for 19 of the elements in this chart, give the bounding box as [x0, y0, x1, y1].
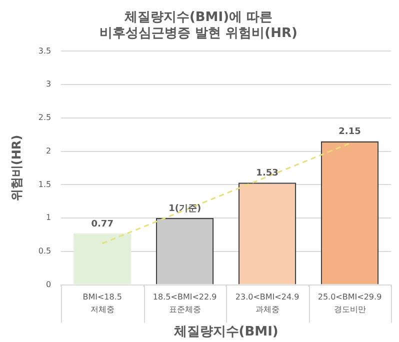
data-label: 2.15 [338, 127, 361, 138]
data-label: 1(기준) [168, 204, 202, 214]
chart-title: 체질량지수(BMI)에 따른 비후성심근병증 발현 위험비(HR) [100, 10, 298, 41]
y-tick-label: 1 [46, 213, 52, 222]
x-tick-label: 23.0<BMI<24.9 과체중 [235, 292, 300, 314]
x-tick-label: BMI<18.5 저체중 [82, 292, 122, 314]
y-tick-label: 1.5 [38, 180, 52, 189]
x-axis-title: 체질량지수(BMI) [172, 324, 278, 340]
x-tick-label: 18.5<BMI<22.9 표준체중 [152, 292, 217, 314]
y-tick-label: 2.5 [38, 113, 52, 122]
y-tick-label: 3 [46, 80, 52, 89]
y-tick-label: 2 [46, 146, 52, 156]
y-axis-title: 위험비(HR) [9, 134, 24, 202]
data-label: 1.53 [256, 168, 278, 179]
y-tick-label: 3.5 [38, 46, 52, 56]
data-label: 0.77 [91, 219, 114, 230]
y-tick-label: 0.5 [38, 246, 52, 256]
y-tick-label: 0 [46, 280, 52, 289]
x-tick-label: 25.0<BMI<29.9 경도비만 [318, 292, 382, 314]
